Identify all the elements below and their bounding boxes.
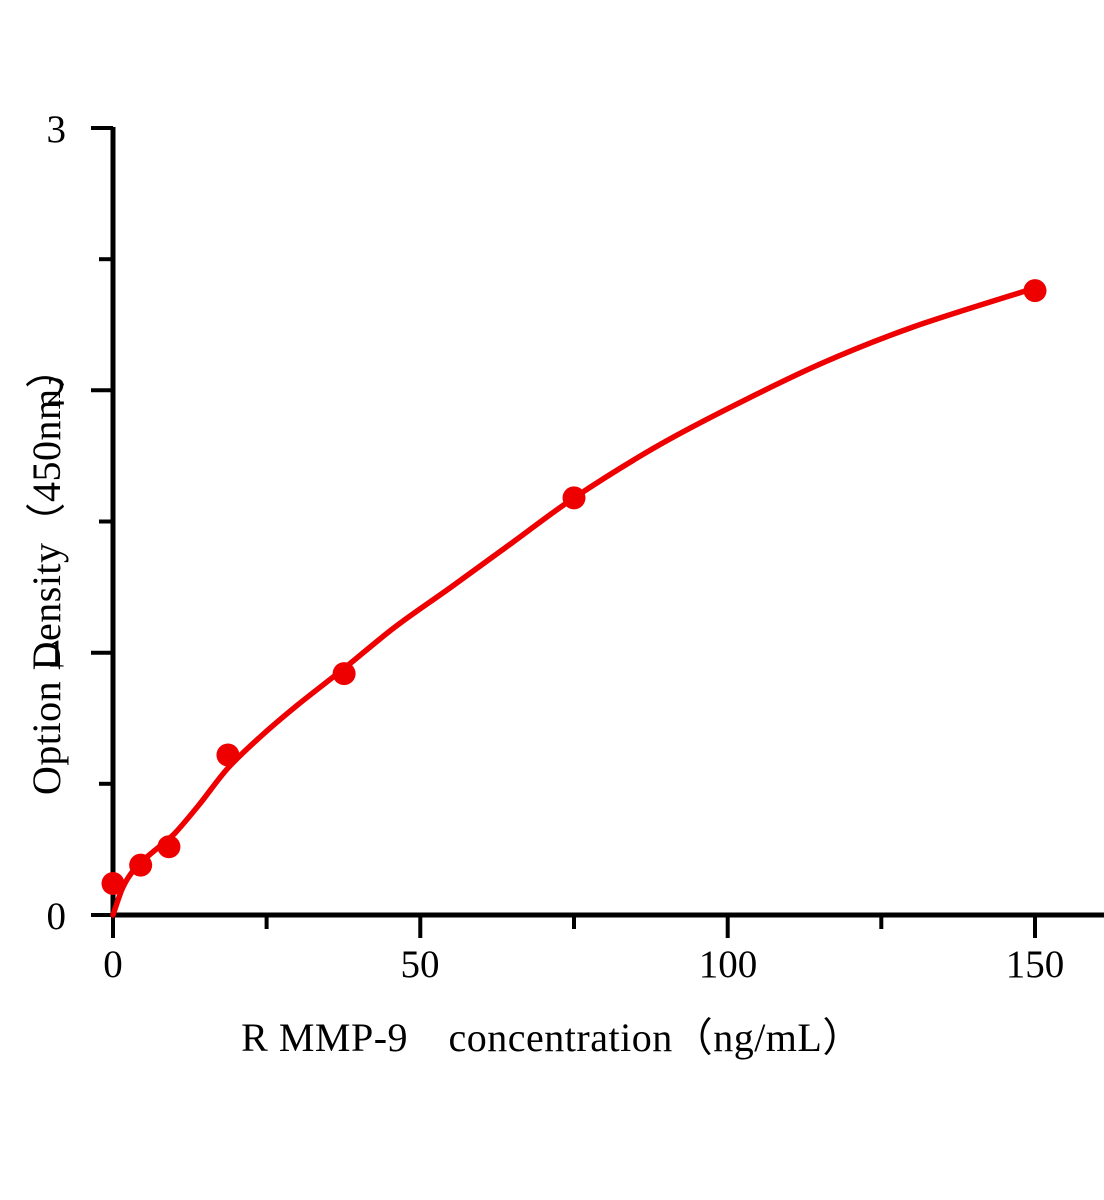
- data-point: [101, 872, 125, 896]
- x-tick-label-150: 150: [1005, 943, 1065, 986]
- data-point: [157, 835, 181, 859]
- y-tick-label-2: 2: [46, 370, 67, 413]
- y-axis-title: Option Density（450nm）: [24, 347, 69, 795]
- data-point: [332, 662, 356, 686]
- data-point: [562, 486, 586, 510]
- data-point: [129, 853, 153, 877]
- y-tick-label-0: 0: [46, 895, 67, 938]
- y-tick-label-1: 1: [46, 632, 67, 675]
- y-tick-label-3: 3: [46, 108, 67, 151]
- standard-curve: [110, 285, 1038, 918]
- x-tick-label-0: 0: [103, 943, 123, 986]
- x-axis-title: R MMP-9 concentration（ng/mL）: [241, 1015, 863, 1060]
- x-tick-label-50: 50: [400, 943, 440, 986]
- data-point: [216, 743, 240, 767]
- x-tick-label-100: 100: [698, 943, 758, 986]
- data-point: [1023, 279, 1047, 303]
- data-point-markers: [101, 279, 1047, 896]
